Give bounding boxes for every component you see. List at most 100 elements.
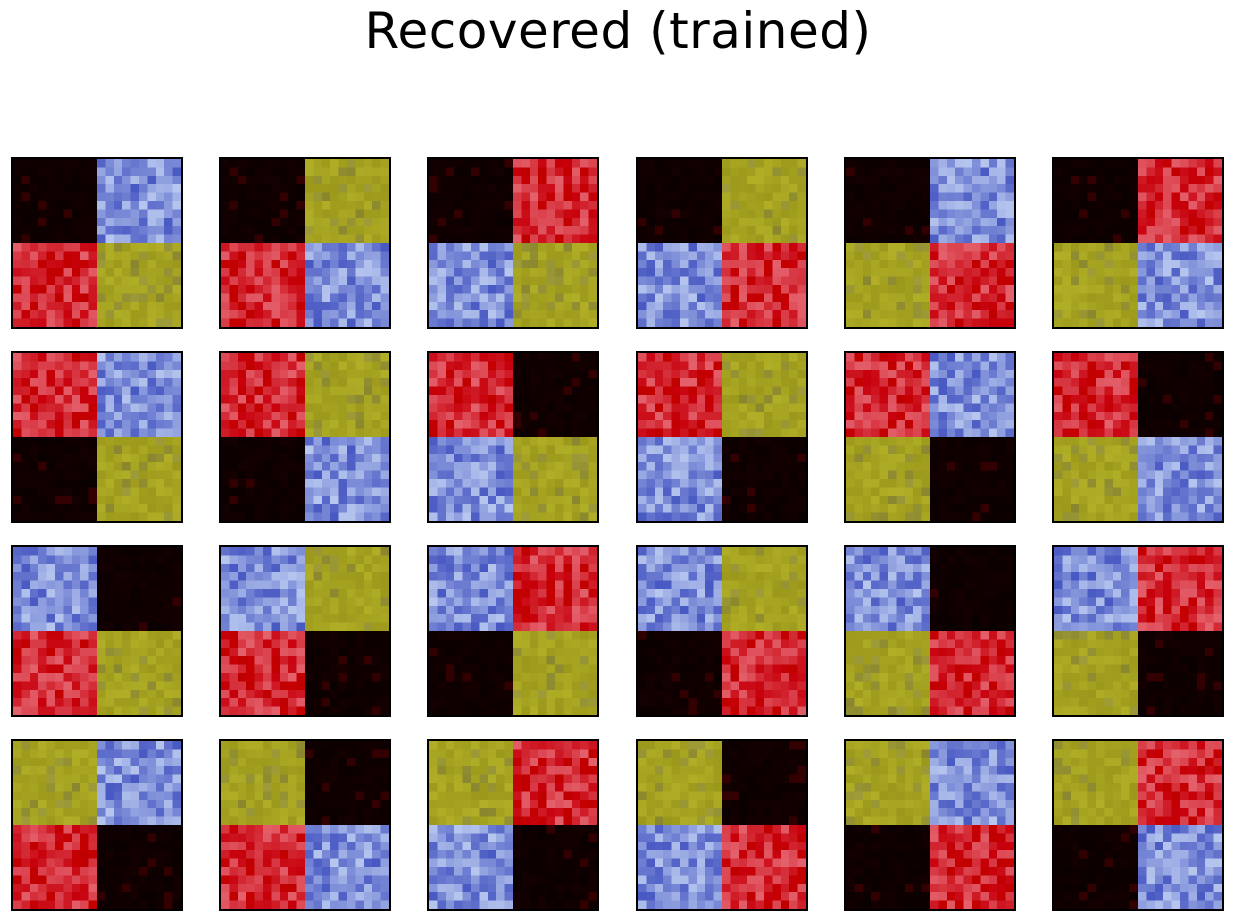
mosaic-pixel-black [46,470,56,480]
mosaic-pixel-yellow [521,462,531,471]
mosaic-pixel-blue [487,512,497,521]
mosaic-pixel-blue [938,386,948,396]
mosaic-pixel-blue [646,453,656,463]
mosaic-pixel-red [980,251,990,261]
mosaic-pixel-black [147,547,157,556]
mosaic-pixel-red [705,403,714,413]
mosaic-pixel-blue [97,353,106,362]
mosaic-pixel-red [789,276,798,286]
mosaic-pixel-blue [1146,259,1156,269]
mosaic-pixel-red [1138,217,1147,227]
mosaic-pixel-yellow [122,268,131,277]
mosaic-pixel-red [296,251,306,261]
mosaic-pixel-blue [654,268,664,277]
mosaic-pixel-yellow [921,301,931,311]
mosaic-pixel-red [1121,369,1130,379]
mosaic-pixel-black [271,175,281,185]
mosaic-pixel-yellow [1112,495,1122,505]
mosaic-pixel-yellow [571,310,581,319]
mosaic-pixel-yellow [738,209,748,219]
mosaic-pixel-blue [1154,310,1164,319]
mosaic-pixel-black [237,175,247,185]
mosaic-pixel-blue [113,234,123,244]
mosaic-pixel-black [71,437,81,446]
mosaic-pixel-yellow [347,386,356,396]
mosaic-pixel-black [147,597,157,607]
mosaic-pixel-black [229,209,239,219]
mosaic-pixel-blue [680,259,689,269]
mosaic-pixel-yellow [330,378,339,387]
mosaic-pixel-black [88,167,98,177]
mosaic-pixel-blue [487,293,497,303]
mosaic-pixel-black [680,192,689,202]
mosaic-pixel-black [1196,403,1206,413]
mosaic-pixel-blue [1180,301,1189,311]
mosaic-pixel-black [538,403,547,413]
mosaic-pixel-black [263,479,272,488]
mosaic-pixel-red [904,361,914,371]
mosaic-pixel-black [1087,167,1097,177]
mosaic-pixel-red [229,276,239,286]
mosaic-pixel-black [1005,453,1014,463]
mosaic-pixel-black [139,580,148,590]
mosaic-pixel-yellow [1129,276,1139,286]
mosaic-pixel-yellow [555,259,564,269]
mosaic-pixel-blue [445,512,455,521]
mosaic-pixel-blue [172,217,181,227]
mosaic-pixel-red [296,395,306,404]
mosaic-pixel-blue [938,428,948,438]
mosaic-pixel-blue [479,293,489,303]
mosaic-pixel-blue [122,159,131,168]
mosaic-pixel-blue [471,276,480,286]
mosaic-pixel-blue [454,259,463,269]
mosaic-pixel-blue [471,293,480,303]
mosaic-pixel-blue [80,614,89,623]
mosaic-pixel-blue [663,495,672,505]
mosaic-pixel-yellow [363,234,373,244]
mosaic-pixel-yellow [888,487,897,497]
mosaic-pixel-red [1171,234,1181,244]
mosaic-pixel-blue [1205,268,1214,277]
mosaic-pixel-yellow [1112,276,1122,286]
mosaic-pixel-black [122,597,131,607]
mosaic-pixel-red [246,361,255,371]
mosaic-pixel-yellow [1096,285,1105,294]
mosaic-pixel-black [21,453,31,463]
mosaic-pixel-blue [504,462,514,471]
mosaic-pixel-red [1121,403,1130,413]
mosaic-pixel-black [21,167,31,177]
mosaic-pixel-red [1196,217,1206,227]
mosaic-pixel-blue [1180,453,1189,463]
mosaic-pixel-yellow [747,175,756,185]
mosaic-pixel-blue [1005,369,1014,379]
mosaic-pixel-yellow [747,192,756,202]
mosaic-pixel-red [1104,353,1114,362]
mosaic-pixel-red [888,420,897,429]
mosaic-pixel-blue [462,462,472,471]
mosaic-pixel-red [862,361,872,371]
mosaic-pixel-black [713,184,723,193]
mosaic-pixel-black [747,512,756,521]
mosaic-pixel-red [279,318,289,327]
mosaic-pixel-red [271,318,281,327]
mosaic-pixel-blue [80,555,89,565]
mosaic-pixel-yellow [846,268,855,277]
mosaic-pixel-yellow [172,479,181,488]
mosaic-pixel-blue [496,301,505,311]
mosaic-pixel-yellow [97,276,106,286]
mosaic-pixel-red [955,310,964,319]
mosaic-pixel-red [879,369,889,379]
mosaic-pixel-blue [454,243,463,252]
mosaic-pixel-black [479,192,489,202]
mosaic-pixel-black [38,209,47,219]
mosaic-pixel-red [696,428,706,438]
mosaic-pixel-red [437,428,447,438]
mosaic-pixel-yellow [172,310,181,319]
mosaic-pixel-red [854,369,864,379]
mosaic-pixel-red [1196,192,1206,202]
mosaic-pixel-blue [654,301,664,311]
mosaic-pixel-blue [1213,301,1222,311]
mosaic-pixel-yellow [355,209,365,219]
mosaic-pixel-blue [372,251,381,261]
mosaic-pixel-black [55,495,64,505]
